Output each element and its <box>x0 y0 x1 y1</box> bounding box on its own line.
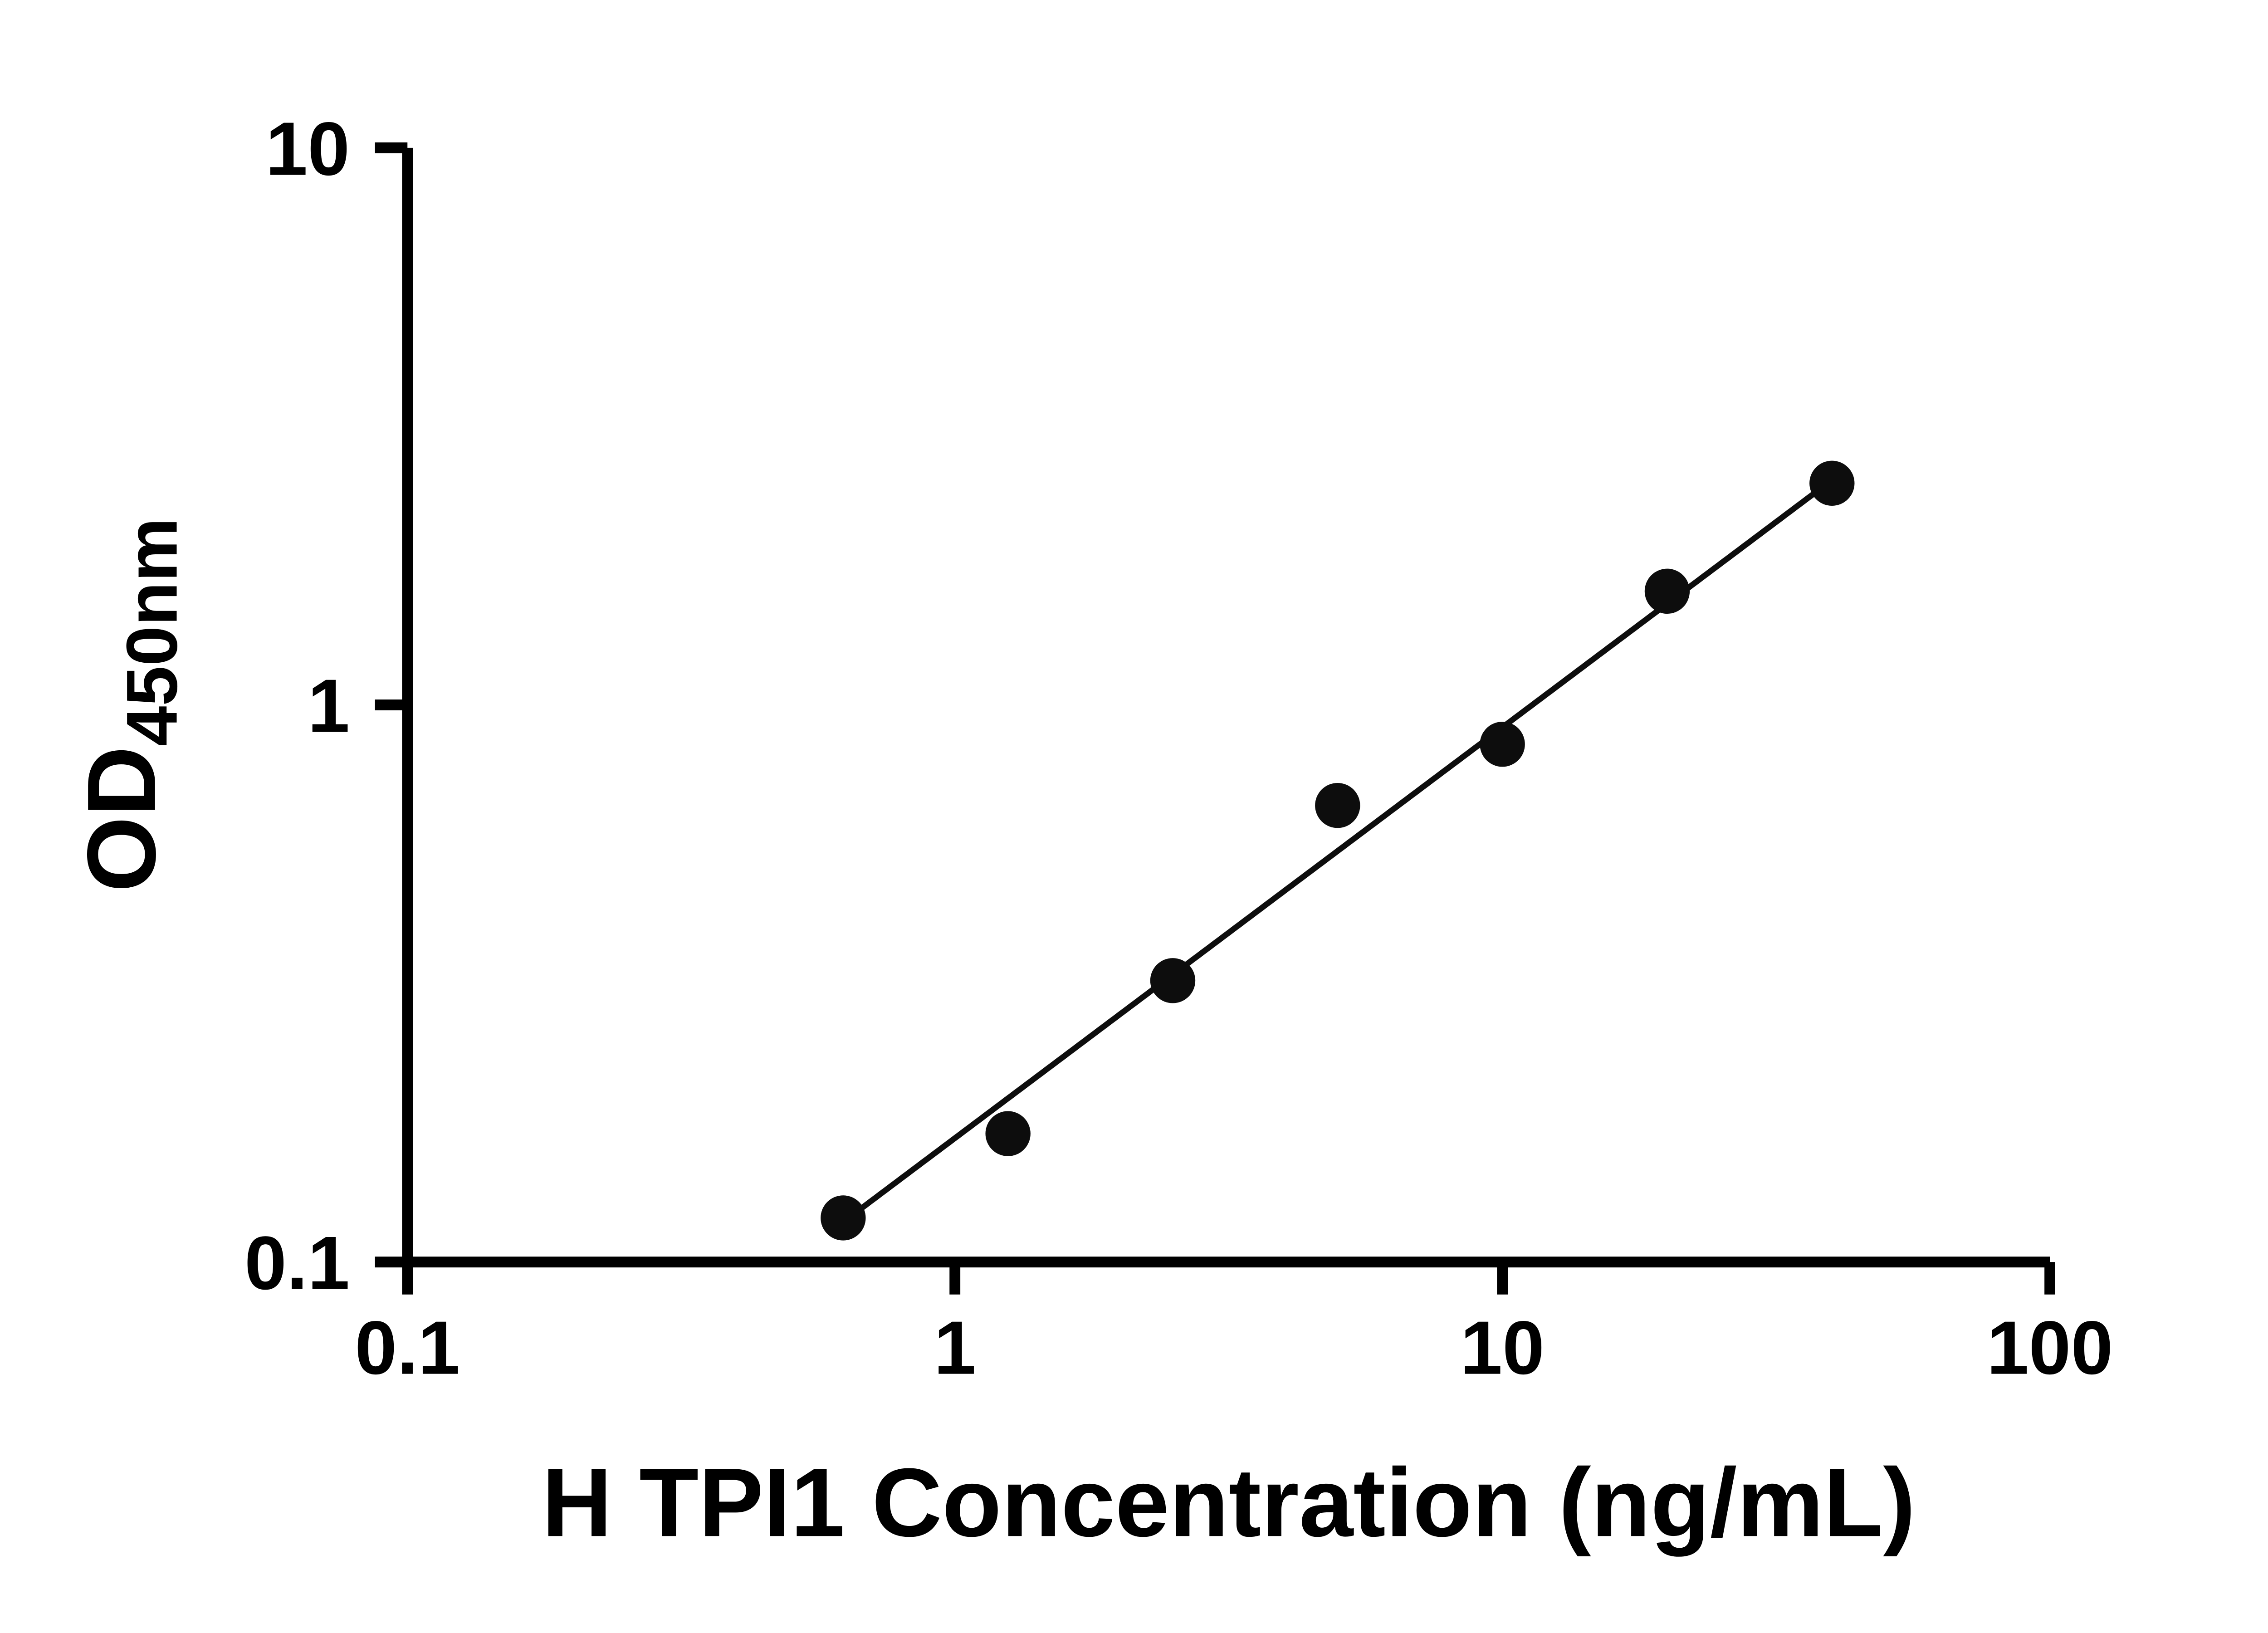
data-point <box>1315 782 1360 828</box>
x-axis-tick-label: 10 <box>1460 1306 1545 1390</box>
y-axis-tick-label: 10 <box>265 107 350 191</box>
data-point <box>1809 460 1855 506</box>
y-axis-title: OD450nm <box>68 518 192 892</box>
y-axis-tick-label: 1 <box>308 664 350 748</box>
data-point <box>985 1111 1031 1156</box>
data-point <box>821 1195 866 1241</box>
data-point <box>1644 568 1690 614</box>
data-point <box>1150 958 1196 1003</box>
x-axis-title: H TPI1 Concentration (ng/mL) <box>542 1448 1915 1557</box>
x-axis-tick-label: 1 <box>934 1306 976 1390</box>
y-axis-tick-label: 0.1 <box>244 1221 350 1305</box>
x-axis-tick-label: 100 <box>1987 1306 2113 1390</box>
x-axis-tick-label: 0.1 <box>355 1306 460 1390</box>
data-point <box>1480 722 1525 767</box>
